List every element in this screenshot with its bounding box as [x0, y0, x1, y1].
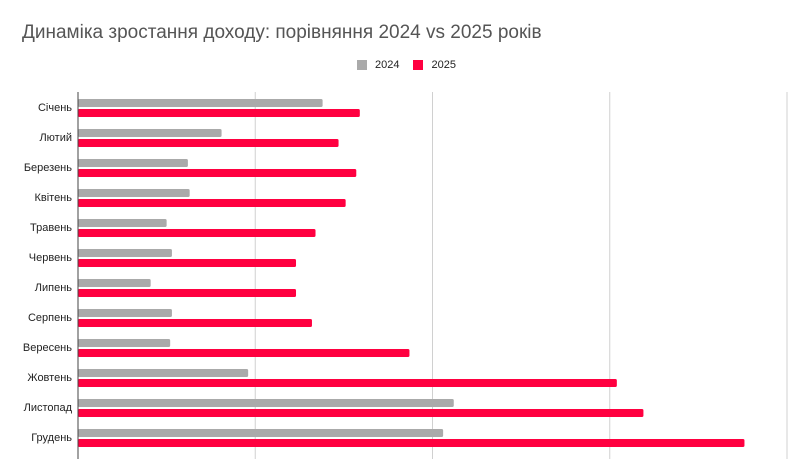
bar-2024 — [78, 219, 167, 227]
chart-title: Динаміка зростання доходу: порівняння 20… — [22, 22, 542, 43]
legend-label: 2024 — [375, 59, 400, 71]
y-tick-label: Травень — [30, 222, 72, 234]
bar-2024 — [78, 99, 323, 107]
y-tick-label: Березень — [24, 162, 72, 174]
y-tick-label: Жовтень — [27, 372, 72, 384]
bar-2025 — [78, 439, 745, 447]
y-tick-label: Січень — [38, 102, 72, 114]
bar-2025 — [78, 289, 297, 297]
legend-swatch — [357, 60, 367, 70]
bar-2024 — [78, 339, 171, 347]
y-tick-label: Липень — [35, 282, 73, 294]
y-tick-label: Листопад — [24, 402, 73, 414]
bar-2024 — [78, 159, 188, 167]
y-tick-label: Лютий — [39, 132, 72, 144]
legend-label: 2025 — [431, 59, 456, 71]
bar-2024 — [78, 249, 172, 257]
y-tick-label: Грудень — [31, 432, 72, 444]
y-tick-label: Квітень — [34, 192, 72, 204]
y-tick-label: Вересень — [23, 342, 72, 354]
legend: 2024 2025 — [357, 59, 470, 71]
bar-2025 — [78, 379, 617, 387]
bar-2025 — [78, 229, 316, 237]
bar-2024 — [78, 309, 172, 317]
bar-2024 — [78, 429, 444, 437]
y-tick-label: Серпень — [28, 312, 72, 324]
legend-swatch — [413, 60, 424, 70]
y-tick-label: Червень — [29, 252, 72, 264]
bar-2024 — [78, 129, 222, 137]
bar-2024 — [78, 189, 190, 197]
legend-item-2025: 2025 — [413, 59, 456, 71]
bar-2024 — [78, 369, 249, 377]
bar-2024 — [78, 279, 151, 287]
bar-2025 — [78, 169, 357, 177]
bar-2025 — [78, 139, 339, 147]
bar-2025 — [78, 259, 297, 267]
legend-item-2024: 2024 — [357, 59, 399, 71]
bar-2025 — [78, 319, 312, 327]
bar-2025 — [78, 409, 644, 417]
bar-2025 — [78, 109, 360, 117]
bar-2024 — [78, 399, 454, 407]
bar-2025 — [78, 199, 346, 207]
bar-2025 — [78, 349, 410, 357]
